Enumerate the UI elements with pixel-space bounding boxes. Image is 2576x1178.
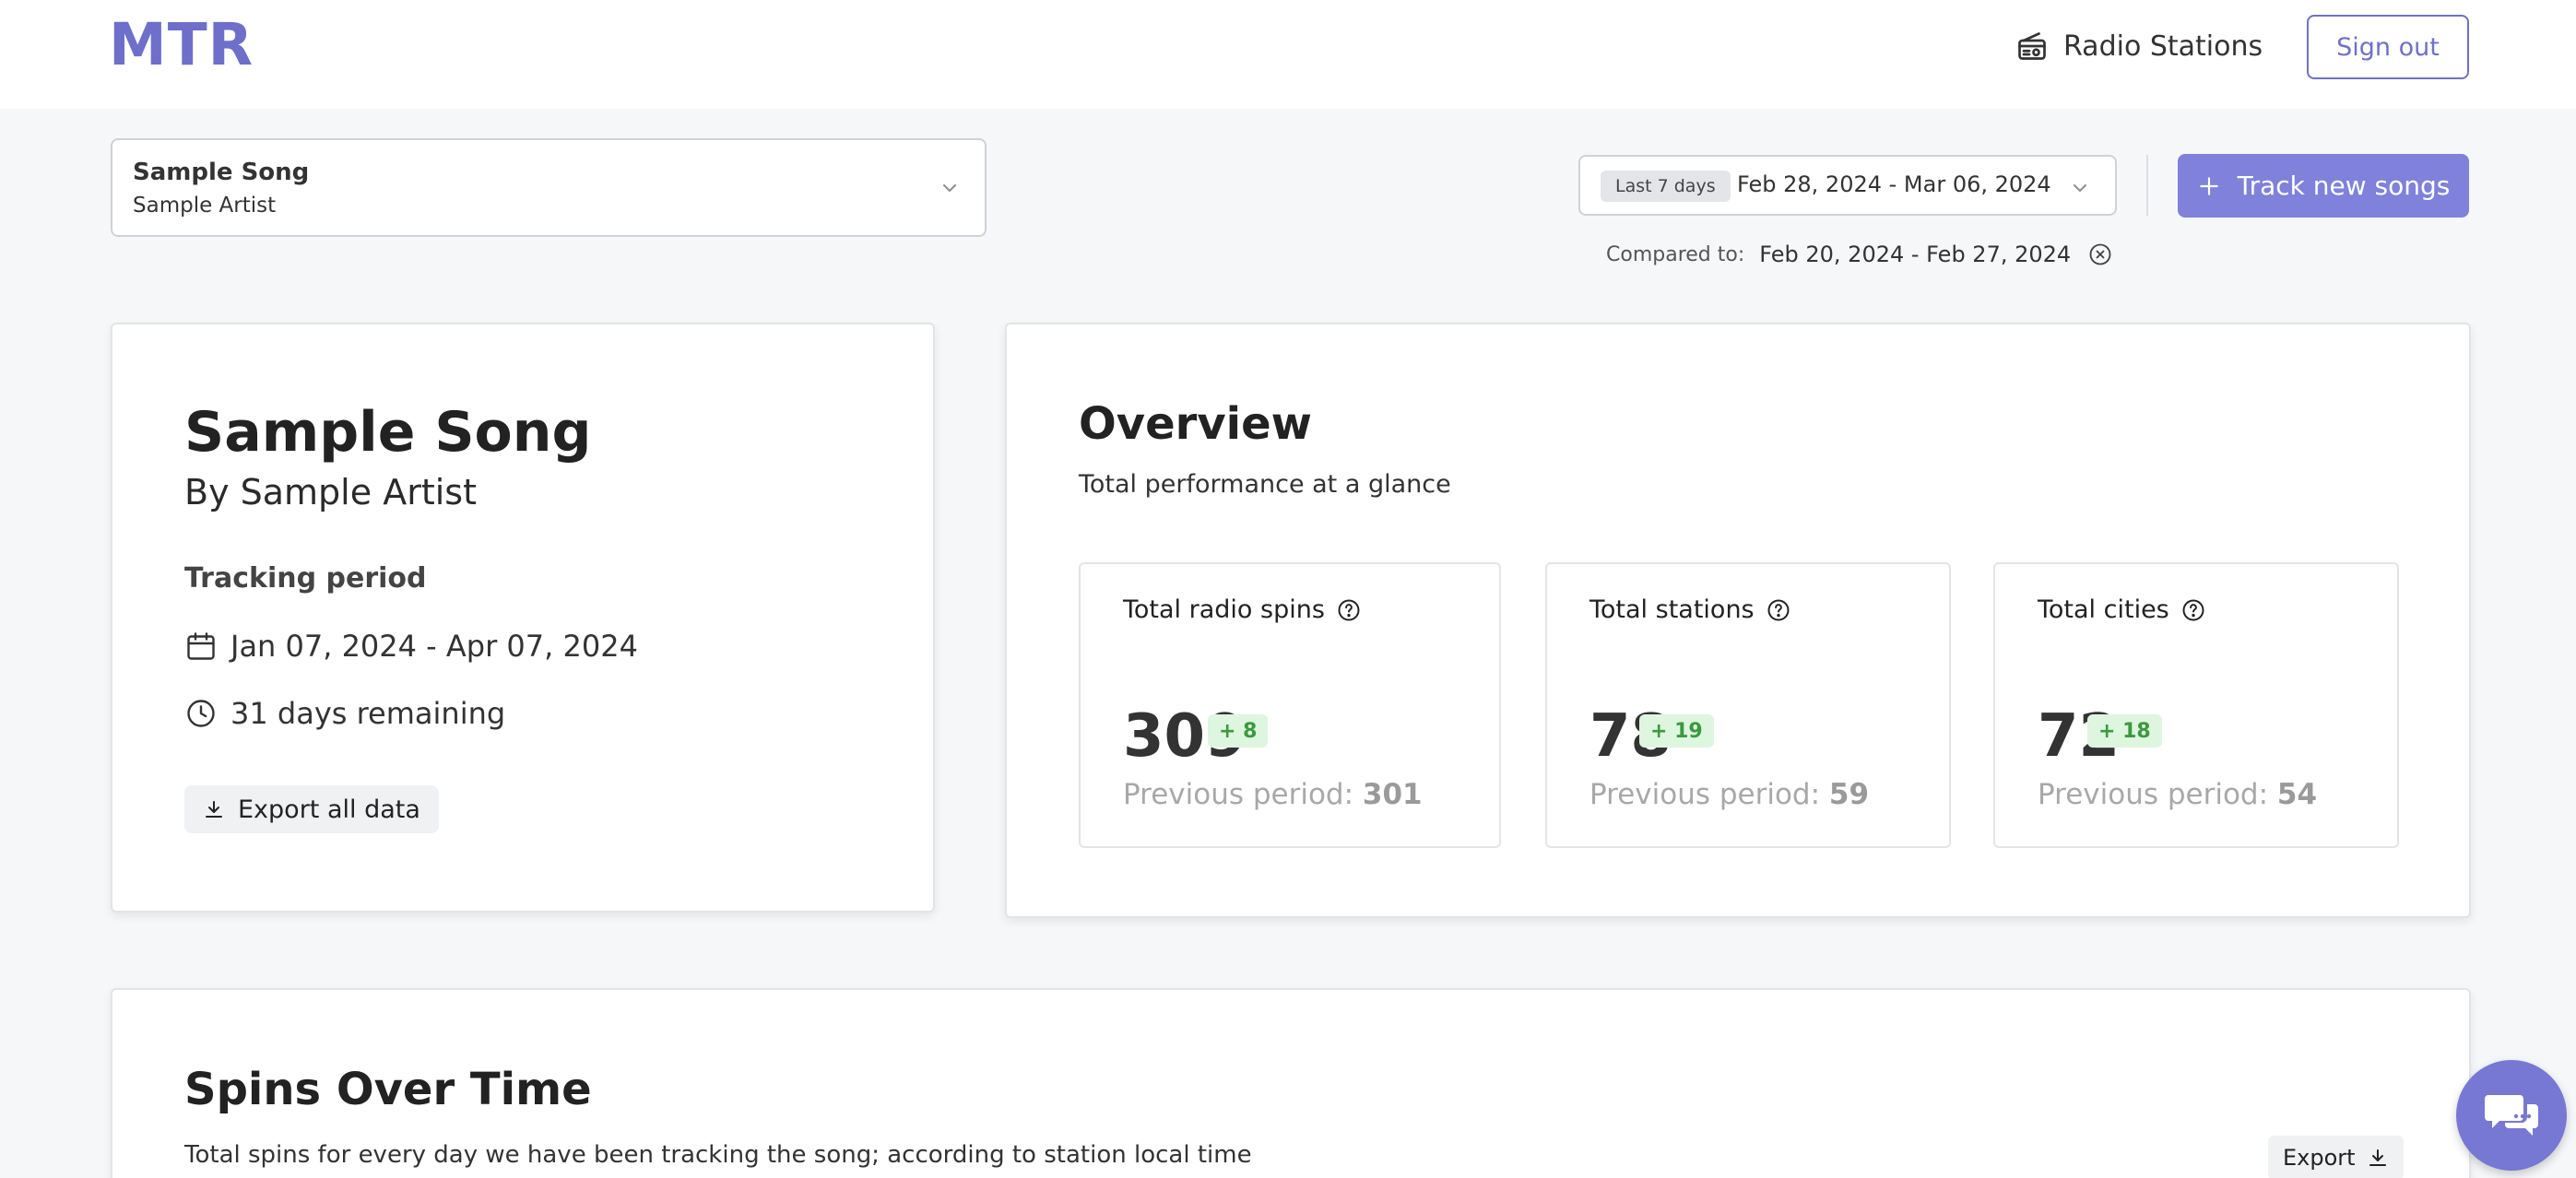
stat-label-text: Total radio spins [1123, 595, 1325, 624]
overview-subtitle: Total performance at a glance [1079, 470, 1451, 499]
overview-card: Overview Total performance at a glance T… [1005, 323, 2471, 918]
stat-previous: Previous period: 301 [1123, 778, 1423, 811]
song-select[interactable]: Sample Song Sample Artist [111, 138, 987, 237]
chat-icon [2483, 1090, 2540, 1141]
track-new-songs-button[interactable]: Track new songs [2178, 154, 2469, 218]
compared-range: Feb 20, 2024 - Feb 27, 2024 [1759, 241, 2072, 267]
help-circle-icon[interactable] [1336, 597, 1362, 623]
clear-compare-icon[interactable] [2087, 241, 2113, 267]
previous-label: Previous period: [2038, 778, 2269, 811]
stat-label-text: Total cities [2038, 595, 2169, 624]
date-range-value: Feb 28, 2024 - Mar 06, 2024 [1737, 171, 2051, 197]
stat-label-text: Total stations [1589, 595, 1755, 624]
song-card: Sample Song By Sample Artist Tracking pe… [111, 323, 935, 913]
export-button[interactable]: Export [2268, 1136, 2404, 1178]
logo[interactable]: MTR [109, 11, 254, 78]
sign-out-button[interactable]: Sign out [2307, 15, 2469, 79]
spins-over-time-title: Spins Over Time [184, 1064, 592, 1115]
stat-card-radio-spins: Total radio spins 309 + 8 Previous perio… [1079, 562, 1501, 848]
track-new-songs-label: Track new songs [2237, 171, 2451, 201]
selected-artist: Sample Artist [133, 194, 277, 218]
selected-song: Sample Song [133, 159, 310, 186]
stat-previous: Previous period: 59 [1589, 778, 1869, 811]
song-title: Sample Song [184, 400, 592, 465]
nav-radio-stations[interactable]: Radio Stations [2015, 26, 2263, 66]
stat-delta-badge: + 18 [2087, 714, 2162, 748]
previous-label: Previous period: [1123, 778, 1354, 811]
toolbar-divider [2146, 155, 2148, 216]
previous-label: Previous period: [1589, 778, 1821, 811]
clock-icon [184, 697, 218, 730]
spins-over-time-card: Spins Over Time Total spins for every da… [111, 988, 2471, 1178]
stat-label: Total cities [2038, 595, 2206, 624]
overview-title: Overview [1079, 398, 1312, 450]
plus-icon [2197, 174, 2221, 198]
previous-value: 54 [2276, 778, 2318, 811]
date-preset-badge: Last 7 days [1601, 171, 1731, 202]
help-circle-icon[interactable] [2180, 597, 2206, 623]
help-circle-icon[interactable] [1766, 597, 1791, 623]
export-all-data-button[interactable]: Export all data [184, 785, 439, 833]
stat-card-cities: Total cities 72 + 18 Previous period: 54 [1993, 562, 2399, 848]
chevron-down-icon [2069, 177, 2091, 199]
song-artist: By Sample Artist [184, 472, 477, 512]
stat-delta-badge: + 19 [1639, 714, 1714, 748]
spins-over-time-subtitle: Total spins for every day we have been t… [184, 1141, 1252, 1169]
chat-widget-button[interactable] [2456, 1060, 2567, 1171]
compared-label: Compared to: [1606, 242, 1745, 266]
stat-label: Total stations [1589, 595, 1791, 624]
radio-icon [2015, 29, 2049, 63]
previous-value: 301 [1362, 778, 1423, 811]
nav-radio-stations-label: Radio Stations [2063, 29, 2263, 63]
remaining-row: 31 days remaining [184, 696, 505, 731]
tracking-range-row: Jan 07, 2024 - Apr 07, 2024 [184, 629, 638, 664]
previous-value: 59 [1828, 778, 1870, 811]
download-icon [203, 798, 225, 820]
stat-delta-badge: + 8 [1208, 714, 1269, 748]
export-all-data-label: Export all data [238, 795, 420, 824]
calendar-icon [184, 630, 218, 663]
days-remaining: 31 days remaining [230, 696, 506, 731]
compared-to: Compared to: Feb 20, 2024 - Feb 27, 2024 [1606, 241, 2113, 267]
chevron-down-icon [939, 177, 961, 199]
export-label: Export [2283, 1145, 2356, 1171]
top-header: MTR Radio Stations Sign out [0, 0, 2576, 109]
stat-card-stations: Total stations 78 + 19 Previous period: … [1545, 562, 1951, 848]
date-range-select[interactable]: Last 7 days Feb 28, 2024 - Mar 06, 2024 [1578, 155, 2117, 216]
tracking-period-title: Tracking period [184, 562, 427, 595]
download-icon [2367, 1147, 2389, 1169]
tracking-range: Jan 07, 2024 - Apr 07, 2024 [230, 629, 638, 664]
stat-label: Total radio spins [1123, 595, 1362, 624]
stat-previous: Previous period: 54 [2038, 778, 2317, 811]
